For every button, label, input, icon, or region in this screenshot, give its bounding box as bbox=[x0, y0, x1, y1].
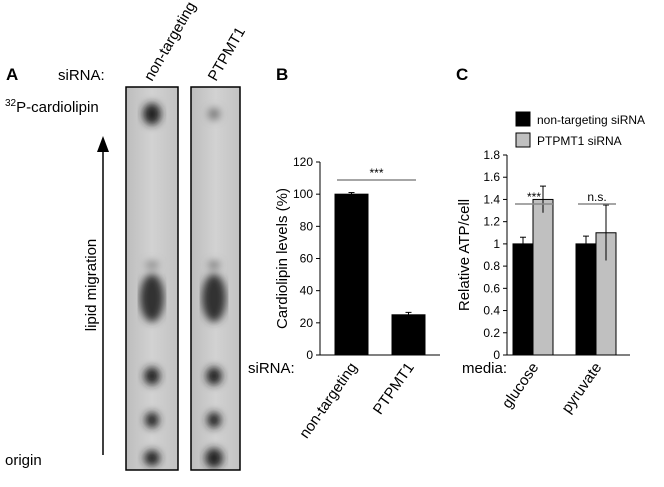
y-tick-label: 0 bbox=[306, 348, 313, 362]
y-tick-label: 1.6 bbox=[483, 170, 500, 184]
x-axis-label: siRNA: bbox=[248, 360, 295, 377]
row-label: siRNA: bbox=[58, 67, 105, 84]
gel-lane bbox=[191, 87, 240, 470]
legend-swatch bbox=[515, 132, 531, 148]
panel-letter: B bbox=[276, 65, 288, 84]
annotation: n.s. bbox=[587, 190, 606, 204]
panel-letter: A bbox=[6, 65, 18, 84]
y-tick-label: 1 bbox=[493, 237, 500, 251]
panel-letter: C bbox=[456, 65, 468, 84]
bar bbox=[575, 243, 597, 356]
legend-label: PTPMT1 siRNA bbox=[537, 134, 622, 148]
y-tick-label: 0 bbox=[493, 348, 500, 362]
legend-label: non-targeting siRNA bbox=[537, 113, 645, 127]
y-tick-label: 20 bbox=[300, 316, 314, 330]
origin-label: origin bbox=[5, 452, 42, 469]
y-tick-label: 100 bbox=[293, 187, 313, 201]
y-tick-label: 0.8 bbox=[483, 259, 500, 273]
annotation: *** bbox=[369, 166, 383, 180]
y-tick-label: 120 bbox=[293, 155, 313, 169]
y-tick-label: 0.4 bbox=[483, 304, 500, 318]
arrow-label: lipid migration bbox=[83, 239, 100, 332]
y-tick-label: 1.4 bbox=[483, 192, 500, 206]
lane-label: non-targeting bbox=[141, 0, 200, 84]
bar bbox=[532, 198, 554, 356]
y-tick-label: 40 bbox=[300, 284, 314, 298]
y-tick-label: 80 bbox=[300, 219, 314, 233]
band-label: 32P-cardiolipin bbox=[5, 98, 99, 116]
x-axis-label: media: bbox=[462, 360, 507, 377]
y-tick-label: 1.2 bbox=[483, 215, 500, 229]
y-tick-label: 1.8 bbox=[483, 148, 500, 162]
y-axis-label: Relative ATP/cell bbox=[456, 199, 473, 311]
x-tick-label: non-targeting bbox=[296, 360, 361, 442]
x-tick-label: PTPMT1 bbox=[370, 360, 418, 418]
legend-swatch bbox=[515, 111, 531, 127]
x-tick-label: pyruvate bbox=[558, 360, 605, 417]
bar bbox=[391, 314, 426, 356]
bar bbox=[334, 193, 369, 356]
bar bbox=[512, 243, 534, 356]
y-tick-label: 0.6 bbox=[483, 281, 500, 295]
arrow-head bbox=[97, 136, 109, 152]
y-tick-label: 0.2 bbox=[483, 326, 500, 340]
lane-label: PTPMT1 bbox=[205, 24, 249, 84]
annotation: *** bbox=[527, 190, 541, 204]
y-axis-label: Cardiolipin levels (%) bbox=[274, 188, 291, 329]
gel-lane bbox=[126, 87, 178, 470]
y-tick-label: 60 bbox=[300, 252, 314, 266]
